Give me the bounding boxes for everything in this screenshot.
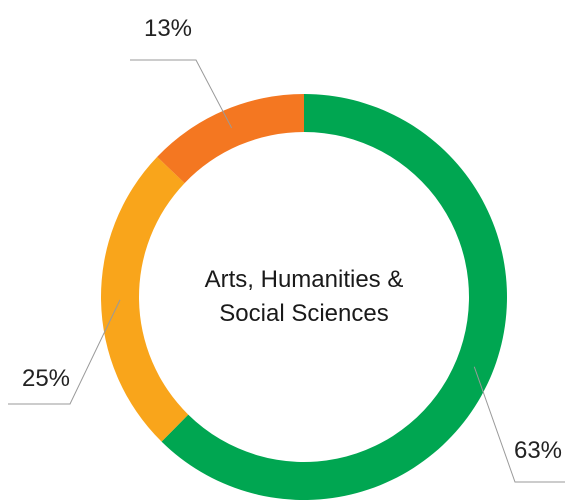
donut-slice-3 — [157, 94, 304, 184]
leader-line-2 — [8, 299, 121, 405]
donut-slice-1 — [161, 94, 507, 500]
leader-line-3 — [130, 59, 233, 129]
donut-slices — [100, 94, 507, 500]
slice-label-3: 13% — [144, 15, 192, 42]
donut-slice-2 — [100, 156, 189, 442]
slice-label-2: 25% — [22, 365, 70, 392]
slice-labels: 63% 25% 13% — [22, 15, 562, 464]
center-label-line-1: Arts, Humanities & — [205, 266, 404, 293]
leader-line-1 — [473, 366, 565, 483]
slice-label-1: 63% — [514, 437, 562, 464]
center-label-line-2: Social Sciences — [219, 300, 388, 327]
leader-lines — [8, 59, 565, 483]
